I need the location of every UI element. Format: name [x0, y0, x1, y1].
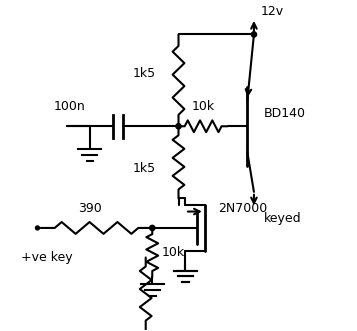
- Text: 10k: 10k: [162, 246, 185, 259]
- Circle shape: [176, 124, 181, 129]
- Text: keyed: keyed: [264, 212, 301, 224]
- Circle shape: [251, 32, 257, 37]
- Text: 1k5: 1k5: [132, 67, 156, 80]
- Text: +ve key: +ve key: [21, 251, 73, 264]
- Text: 2N7000: 2N7000: [218, 202, 267, 215]
- Circle shape: [150, 225, 155, 231]
- Text: 10k: 10k: [192, 100, 215, 113]
- Text: BD140: BD140: [264, 107, 306, 119]
- Text: 100n: 100n: [54, 100, 86, 113]
- Circle shape: [35, 226, 39, 230]
- Text: 390: 390: [78, 202, 102, 215]
- Text: 1k5: 1k5: [132, 163, 156, 175]
- Text: 12v: 12v: [261, 5, 283, 18]
